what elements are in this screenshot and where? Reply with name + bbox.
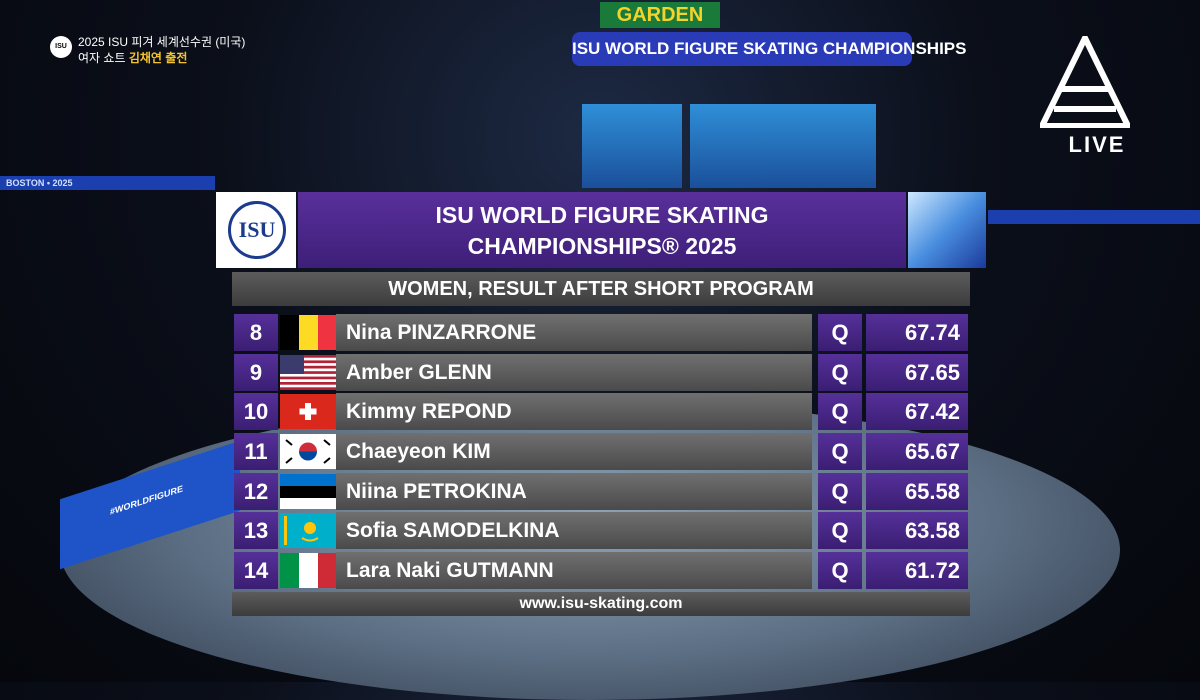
broadcast-badge: ISU xyxy=(50,36,72,58)
score: 65.58 xyxy=(866,473,968,510)
score: 63.58 xyxy=(866,512,968,549)
status: Q xyxy=(818,512,862,549)
event-logo xyxy=(908,192,986,268)
skater-name: Nina PINZARRONE xyxy=(336,314,812,351)
flag xyxy=(280,315,336,350)
title-line: ISU WORLD FIGURE SKATING xyxy=(435,202,769,228)
ribbon-text: BOSTON • 2025 xyxy=(6,178,73,188)
flag xyxy=(280,394,336,429)
skater-name: Chaeyeon KIM xyxy=(336,433,812,470)
rank: 14 xyxy=(234,552,278,589)
result-row: 8 Nina PINZARRONE Q 67.74 xyxy=(234,314,968,351)
graphic-subtitle: WOMEN, RESULT AFTER SHORT PROGRAM xyxy=(232,272,970,306)
jumbotron-brand: GARDEN xyxy=(600,2,720,28)
result-row: 14 Lara Naki GUTMANN Q 61.72 xyxy=(234,552,968,589)
arena-ribbon: BOSTON • 2025 xyxy=(0,176,215,190)
graphic-footer: www.isu-skating.com xyxy=(232,592,970,616)
skater-name: Lara Naki GUTMANN xyxy=(336,552,812,589)
score: 67.65 xyxy=(866,354,968,391)
title-line: CHAMPIONSHIPS® 2025 xyxy=(467,233,737,259)
flag xyxy=(280,434,336,469)
status: Q xyxy=(818,393,862,430)
score: 67.74 xyxy=(866,314,968,351)
flag xyxy=(280,355,336,390)
isu-logo: ISU xyxy=(216,192,296,268)
status: Q xyxy=(818,473,862,510)
flag xyxy=(280,513,336,548)
skater-name: Sofia SAMODELKINA xyxy=(336,512,812,549)
broadcast-subtitle: 여자 쇼트 xyxy=(78,51,126,65)
status: Q xyxy=(818,433,862,470)
logo-text: ISU xyxy=(228,201,286,259)
board-tag: #WORLDFIGURE xyxy=(110,483,183,517)
skater-name: Niina PETROKINA xyxy=(336,473,812,510)
flag xyxy=(280,553,336,588)
result-row: 11 Chaeyeon KIM Q 65.67 xyxy=(234,433,968,470)
channel-logo xyxy=(1040,36,1130,128)
broadcast-highlight: 김채연 출전 xyxy=(128,51,188,65)
jumbotron-screen xyxy=(776,104,876,188)
live-label: LIVE xyxy=(1068,132,1126,157)
status: Q xyxy=(818,314,862,351)
jumbotron-title: ISU WORLD FIGURE SKATING CHAMPIONSHIPS xyxy=(572,32,966,66)
rank: 12 xyxy=(234,473,278,510)
broadcast-line: 여자 쇼트 김채연 출전 xyxy=(78,50,245,66)
result-row: 10 Kimmy REPOND Q 67.42 xyxy=(234,393,968,430)
result-row: 9 Amber GLENN Q 67.65 xyxy=(234,354,968,391)
skater-name: Amber GLENN xyxy=(336,354,812,391)
jumbotron-screen xyxy=(582,104,682,188)
result-row: 12 Niina PETROKINA Q 65.58 xyxy=(234,473,968,510)
status: Q xyxy=(818,354,862,391)
status: Q xyxy=(818,552,862,589)
rank: 9 xyxy=(234,354,278,391)
rank: 13 xyxy=(234,512,278,549)
broadcast-caption: 2025 ISU 피겨 세계선수권 (미국) 여자 쇼트 김채연 출전 xyxy=(78,34,245,66)
score: 67.42 xyxy=(866,393,968,430)
score: 61.72 xyxy=(866,552,968,589)
broadcast-title: 2025 ISU 피겨 세계선수권 (미국) xyxy=(78,35,246,49)
flag xyxy=(280,474,336,509)
score: 65.67 xyxy=(866,433,968,470)
graphic-title: ISU WORLD FIGURE SKATING CHAMPIONSHIPS® … xyxy=(298,192,906,268)
rank: 8 xyxy=(234,314,278,351)
arena-ribbon xyxy=(988,210,1200,224)
rank: 11 xyxy=(234,433,278,470)
result-row: 13 Sofia SAMODELKINA Q 63.58 xyxy=(234,512,968,549)
skater-name: Kimmy REPOND xyxy=(336,393,812,430)
jumbotron-screen xyxy=(690,104,790,188)
rank: 10 xyxy=(234,393,278,430)
